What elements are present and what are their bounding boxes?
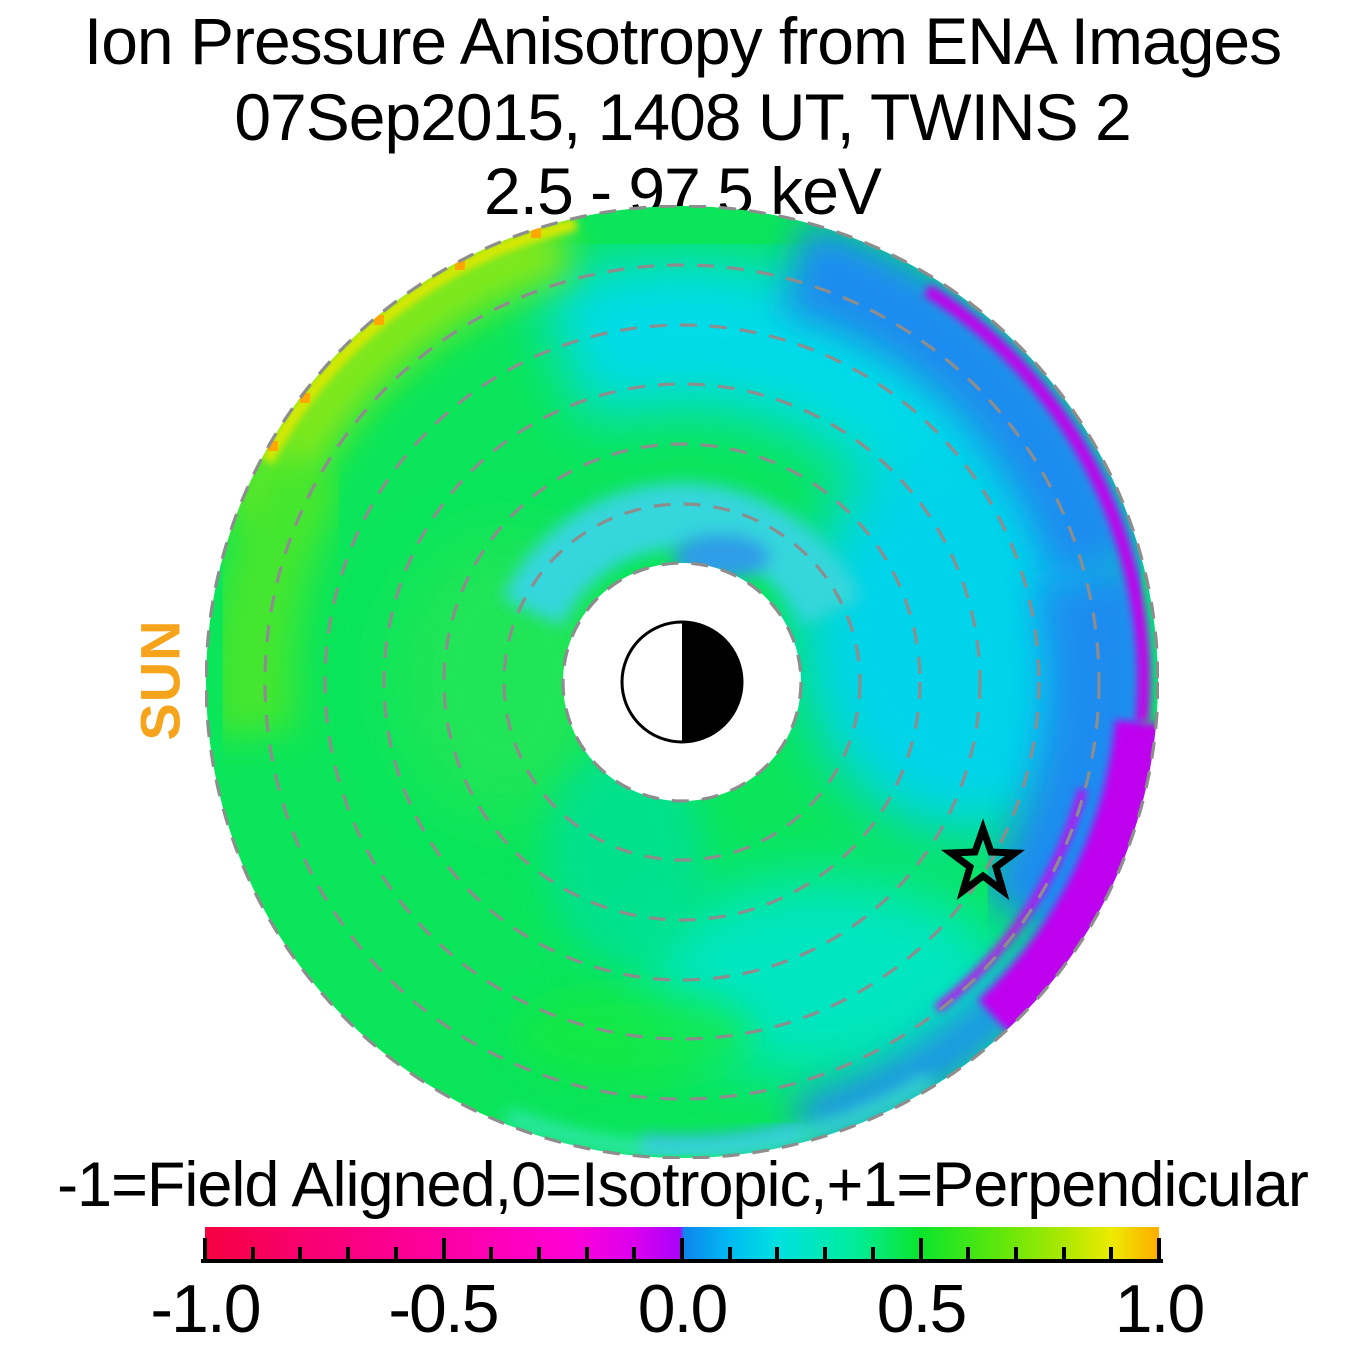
- title-block-line1-row: Ion Pressure Anisotropy from ENA Images: [0, 4, 1365, 79]
- earth-symbol: [620, 620, 744, 744]
- colorbar-minor-tick: [823, 1247, 828, 1259]
- region-cyan-inner-arc: [502, 482, 862, 627]
- colorbar-minor-tick: [1013, 1247, 1018, 1259]
- earth-nightside: [682, 622, 742, 742]
- colorbar-tick-label-neg1: -1.0: [150, 1271, 261, 1347]
- title-block-line2-row: 07Sep2015, 1408 UT, TWINS 2: [0, 80, 1365, 155]
- l-shell-ring-6re: [323, 323, 1041, 1041]
- colorbar-major-tick: [680, 1238, 684, 1259]
- l-shell-ring-5re: [382, 382, 982, 982]
- figure-subtitle-datetime: 07Sep2015, 1408 UT, TWINS 2: [234, 80, 1131, 154]
- colorbar-axis-line: [201, 1259, 1163, 1263]
- l-shell-ring-7re: [263, 263, 1101, 1101]
- colorbar-label: -1=Field Aligned,0=Isotropic,+1=Perpendi…: [57, 1150, 1309, 1220]
- l-shell-ring-2re: [561, 561, 803, 803]
- colorbar-major-tick: [441, 1238, 446, 1259]
- l-shell-grid-rings: [205, 205, 1159, 1159]
- colorbar-minor-tick: [536, 1247, 541, 1259]
- colorbar-major-tick: [203, 1238, 207, 1259]
- l-shell-ring-3re: [502, 502, 862, 862]
- colorbar-tick-label-pos05: 0.5: [876, 1271, 968, 1347]
- region-teal-below-earth: [545, 745, 705, 965]
- region-blue-top-right: [780, 221, 1143, 584]
- colorbar-major-tick: [918, 1238, 923, 1259]
- colorbar-minor-tick: [489, 1247, 494, 1259]
- region-orange-rim-pixels: [268, 228, 541, 451]
- colorbar-minor-tick: [966, 1247, 971, 1259]
- colorbar-minor-tick: [632, 1247, 637, 1259]
- colorbar-minor-tick: [584, 1247, 589, 1259]
- region-lime-left: [209, 445, 348, 740]
- l-shell-ring-4re: [442, 442, 922, 922]
- region-yellow-rim-fringe: [261, 217, 578, 465]
- colorbar-minor-tick: [298, 1247, 303, 1259]
- region-magenta-rim-thick: [978, 719, 1158, 1034]
- colorbar-minor-tick: [775, 1247, 780, 1259]
- colorbar-ticks: [203, 1238, 1161, 1259]
- colorbar-minor-tick: [250, 1247, 255, 1259]
- colorbar-tick-label-neg05: -0.5: [388, 1271, 499, 1347]
- region-cyan-bottom-fringe: [504, 1073, 934, 1158]
- colorbar-tick-label-pos1: 1.0: [1114, 1271, 1206, 1347]
- colorbar-minor-tick: [1109, 1247, 1114, 1259]
- star-marker: [940, 818, 1026, 901]
- colorbar-minor-tick: [1061, 1247, 1066, 1259]
- colorbar-minor-tick: [870, 1247, 875, 1259]
- region-blue-right: [978, 558, 1158, 957]
- colorbar-major-tick: [1157, 1238, 1161, 1259]
- colorbar-minor-tick: [393, 1247, 398, 1259]
- outer-boundary-ring-8re: [205, 205, 1159, 1159]
- colorbar-minor-tick: [346, 1247, 351, 1259]
- colorbar-minor-tick: [727, 1247, 732, 1259]
- region-magenta-inner-streak: [934, 787, 1088, 1013]
- figure-title: Ion Pressure Anisotropy from ENA Images: [83, 4, 1282, 78]
- colorbar-label-row: -1=Field Aligned,0=Isotropic,+1=Perpendi…: [0, 1150, 1365, 1220]
- anisotropy-polar-map: [205, 205, 1159, 1159]
- region-magenta-rim-thin: [923, 284, 1151, 723]
- sun-direction-label: SUN: [128, 619, 192, 741]
- colorbar-tick-label-zero: 0.0: [637, 1271, 729, 1347]
